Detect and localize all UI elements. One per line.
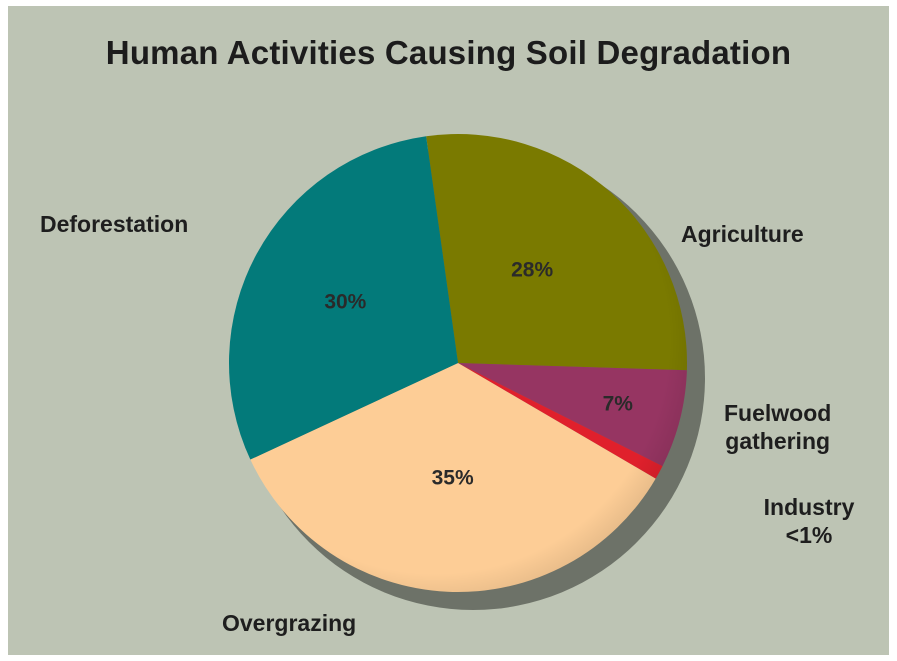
pie-chart: 28% 7% 35% 30% — [228, 134, 705, 610]
label-industry: Industry <1% — [746, 493, 872, 549]
label-fuelwood-gathering: Fuelwood gathering — [724, 399, 831, 455]
label-deforestation: Deforestation — [40, 211, 189, 237]
pie-value-label-deforestation: 30% — [324, 291, 366, 314]
label-fuelwood-line2: gathering — [725, 428, 831, 454]
label-fuelwood-line1: Fuelwood — [724, 400, 832, 426]
label-agriculture: Agriculture — [681, 221, 804, 247]
label-industry-line1: Industry — [763, 494, 855, 520]
chart-frame: Human Activities Causing Soil Degradatio… — [8, 6, 889, 655]
pie-value-label-overgrazing: 35% — [432, 466, 474, 489]
pie-value-label-agriculture: 28% — [511, 258, 553, 281]
pie-edge-shade — [229, 134, 687, 592]
chart-title: Human Activities Causing Soil Degradatio… — [105, 34, 792, 71]
pie-value-label-fuelwood-gathering: 7% — [603, 393, 634, 416]
label-industry-line2: <1% — [785, 522, 833, 548]
label-overgrazing: Overgrazing — [222, 610, 357, 636]
